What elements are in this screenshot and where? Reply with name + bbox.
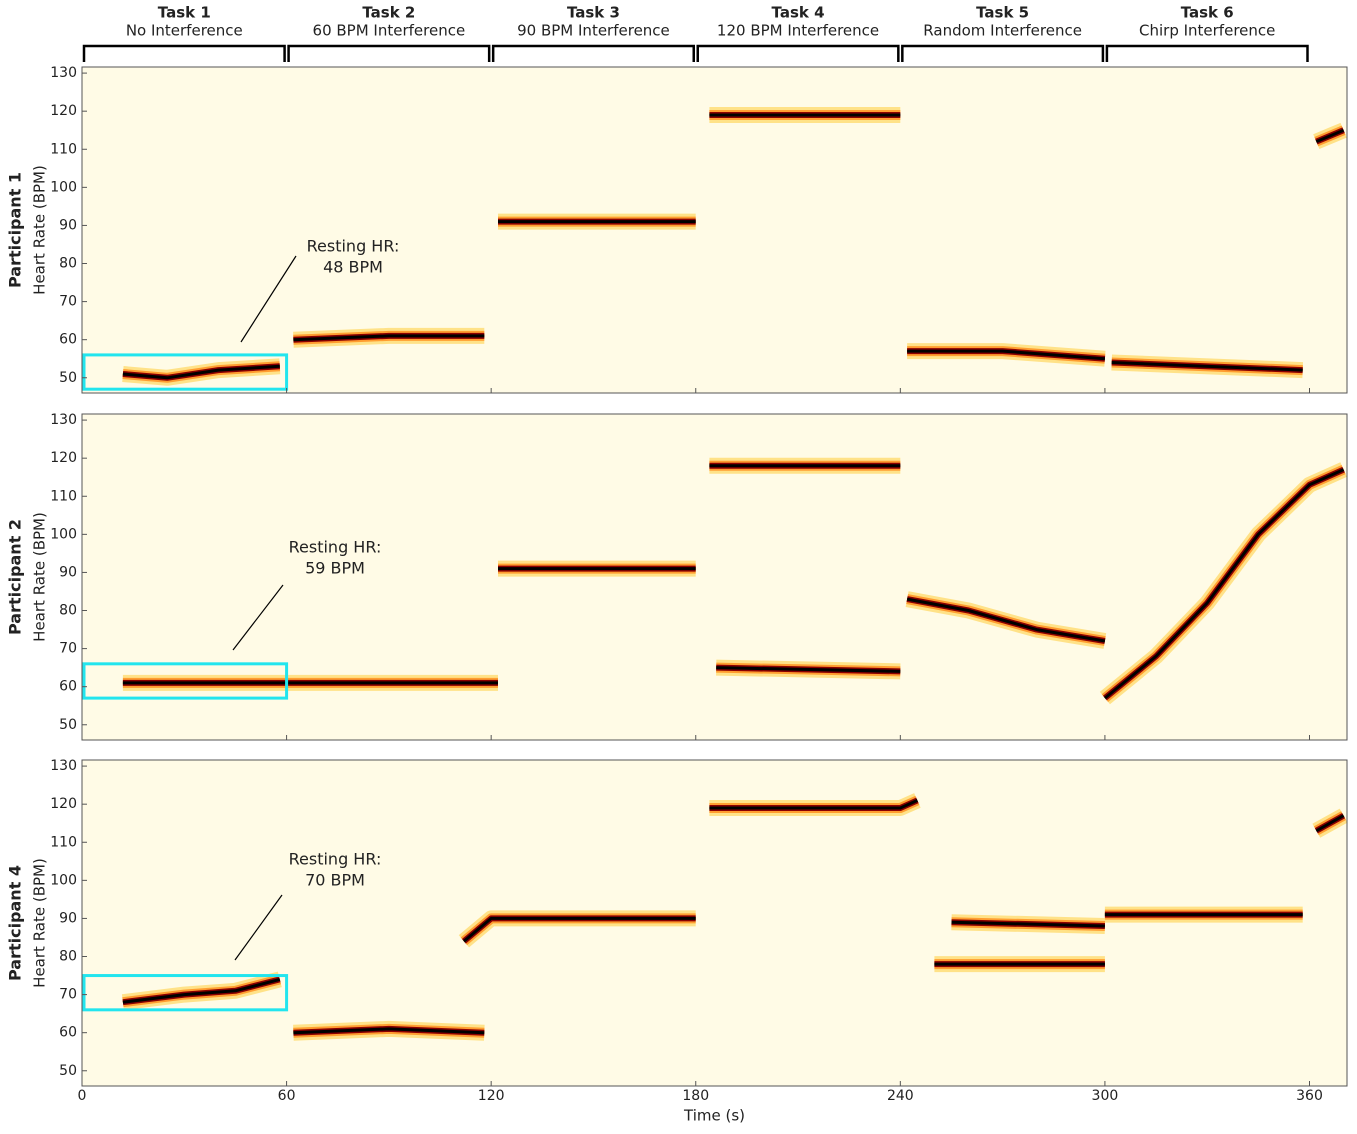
participant-label: Participant 4	[6, 865, 25, 981]
y-tick-label: 50	[59, 370, 77, 386]
x-axis-label: Time (s)	[683, 1107, 745, 1125]
y-tick-label: 60	[59, 1025, 77, 1041]
annotation-text: Resting HR:	[289, 850, 382, 869]
task-label: 120 BPM Interference	[717, 22, 879, 40]
task-label: 90 BPM Interference	[517, 22, 670, 40]
task-bracket	[287, 44, 491, 62]
panel-frame	[81, 66, 1348, 394]
annotation-text: 70 BPM	[305, 871, 365, 890]
x-tick-label: 240	[887, 1088, 914, 1104]
y-tick-label: 50	[59, 717, 77, 733]
annotation-text: Resting HR:	[307, 237, 400, 256]
task-bracket	[901, 44, 1105, 62]
y-tick-label: 60	[59, 332, 77, 348]
annotation-pointer	[232, 584, 284, 651]
y-tick-label: 90	[59, 910, 77, 926]
task-label: Random Interference	[923, 22, 1082, 40]
y-tick-label: 70	[59, 641, 77, 657]
task-name: Task 1	[158, 4, 211, 22]
x-tick-label: 300	[1092, 1088, 1119, 1104]
y-tick-label: 130	[50, 758, 77, 774]
y-tick-label: 130	[50, 65, 77, 81]
y-tick-label: 110	[50, 834, 77, 850]
task-label: No Interference	[126, 22, 243, 40]
annotation-pointer	[234, 894, 283, 961]
participant-label: Participant 1	[6, 172, 25, 288]
y-axis-label: Heart Rate (BPM)	[31, 858, 49, 988]
y-tick-label: 80	[59, 949, 77, 965]
y-axis-label: Heart Rate (BPM)	[31, 165, 49, 295]
x-tick-label: 180	[682, 1088, 709, 1104]
task-label: 60 BPM Interference	[313, 22, 466, 40]
highlight-box	[82, 974, 289, 1012]
y-tick-label: 90	[59, 564, 77, 580]
y-tick-label: 50	[59, 1063, 77, 1079]
highlight-box	[82, 662, 289, 700]
y-tick-label: 80	[59, 603, 77, 619]
y-axis-label: Heart Rate (BPM)	[31, 512, 49, 642]
task-bracket	[491, 44, 695, 62]
y-tick-label: 90	[59, 217, 77, 233]
y-tick-label: 100	[50, 526, 77, 542]
task-name: Task 3	[567, 4, 620, 22]
annotation-pointer	[240, 255, 297, 343]
highlight-box	[82, 353, 289, 391]
y-tick-label: 70	[59, 294, 77, 310]
y-tick-label: 70	[59, 987, 77, 1003]
task-bracket	[1105, 44, 1309, 62]
heart-rate-ridge	[122, 799, 1345, 1035]
panel-frame	[81, 413, 1348, 741]
y-tick-label: 80	[59, 256, 77, 272]
task-name: Task 4	[772, 4, 825, 22]
x-tick-label: 360	[1296, 1088, 1323, 1104]
annotation-text: Resting HR:	[289, 538, 382, 557]
y-tick-label: 120	[50, 796, 77, 812]
y-tick-label: 110	[50, 488, 77, 504]
task-bracket	[82, 44, 286, 62]
task-bracket	[696, 44, 900, 62]
annotation-text: 59 BPM	[305, 559, 365, 578]
task-name: Task 5	[976, 4, 1029, 22]
panel-frame	[81, 759, 1348, 1087]
x-tick-label: 120	[478, 1088, 505, 1104]
task-name: Task 2	[362, 4, 415, 22]
x-tick-label: 0	[78, 1088, 87, 1104]
task-label: Chirp Interference	[1139, 22, 1275, 40]
annotation-text: 48 BPM	[323, 258, 383, 277]
participant-label: Participant 2	[6, 519, 25, 635]
task-name: Task 6	[1181, 4, 1234, 22]
y-tick-label: 100	[50, 872, 77, 888]
heart-rate-ridge	[122, 113, 1345, 380]
y-tick-label: 120	[50, 103, 77, 119]
y-tick-label: 100	[50, 179, 77, 195]
x-tick-label: 60	[278, 1088, 296, 1104]
y-tick-label: 120	[50, 450, 77, 466]
y-tick-label: 110	[50, 141, 77, 157]
y-tick-label: 130	[50, 412, 77, 428]
y-tick-label: 60	[59, 679, 77, 695]
